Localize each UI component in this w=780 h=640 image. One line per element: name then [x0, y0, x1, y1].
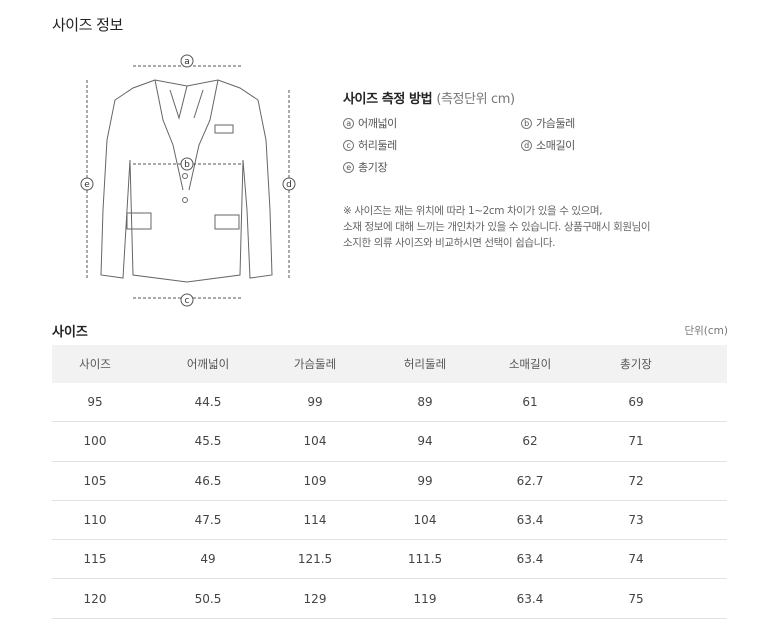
table-row: 120 50.5 129 119 63.4 75 [52, 579, 727, 619]
table-cell: 73 [628, 513, 644, 528]
table-cell: 63.4 [516, 552, 544, 567]
label-c: c [185, 296, 190, 306]
measure-heading: 사이즈 측정 방법 (측정단위 cm) [343, 92, 515, 107]
table-cell: 104 [413, 513, 437, 528]
table-row: 115 49 121.5 111.5 63.4 74 [52, 540, 727, 580]
table-row: 100 45.5 104 94 62 71 [52, 422, 727, 462]
table-cell: 69 [628, 395, 644, 410]
table-header: 사이즈 어깨넓이 가슴둘레 허리둘레 소매길이 총기장 [52, 345, 727, 383]
table-cell: 100 [83, 434, 107, 449]
table-cell: 89 [417, 395, 433, 410]
table-cell: 71 [628, 434, 644, 449]
table-cell: 63.4 [516, 513, 544, 528]
table-cell: 72 [628, 473, 644, 488]
table-cell: 46.5 [194, 473, 222, 488]
table-cell: 115 [83, 552, 107, 567]
table-row: 95 44.5 99 89 61 69 [52, 383, 727, 423]
table-cell: 110 [83, 513, 107, 528]
table-cell: 47.5 [194, 513, 222, 528]
label-b: b [184, 160, 190, 170]
table-cell: 105 [83, 473, 107, 488]
table-cell: 74 [628, 552, 644, 567]
table-cell: 99 [417, 473, 433, 488]
legend-item: d 소매길이 [521, 137, 641, 153]
table-cell: 111.5 [407, 552, 443, 567]
table-cell: 119 [413, 591, 437, 606]
table-cell: 61 [522, 395, 538, 410]
table-cell: 63.4 [516, 591, 544, 606]
label-e: e [84, 180, 90, 190]
table-cell: 94 [417, 434, 433, 449]
label-d: d [286, 180, 292, 190]
table-cell: 62.7 [516, 473, 544, 488]
size-note: ※ 사이즈는 재는 위치에 따라 1~2cm 차이가 있을 수 있으며, 소재 정… [343, 205, 651, 249]
table-row: 110 47.5 114 104 63.4 73 [52, 501, 727, 541]
table-row: 105 46.5 109 99 62.7 72 [52, 462, 727, 501]
table-cell: 121.5 [297, 552, 333, 567]
legend-item: a 어깨넓이 [343, 115, 521, 131]
table-cell: 75 [628, 591, 644, 606]
jacket-diagram: a b c d e [80, 54, 296, 307]
table-cell: 104 [303, 434, 327, 449]
table-cell: 95 [87, 395, 103, 410]
page-title: 사이즈 정보 [52, 16, 123, 34]
table-cell: 114 [303, 513, 327, 528]
table-cell: 109 [303, 473, 327, 488]
size-table: 사이즈 어깨넓이 가슴둘레 허리둘레 소매길이 총기장 95 44.5 99 89 61 69 100… [52, 345, 727, 619]
table-cell: 50.5 [194, 591, 222, 606]
legend-item: b 가슴둘레 [521, 115, 641, 131]
measure-legend: a 어깨넓이 b 가슴둘레 c 허리둘레 d 소매길이 e 총기장 [343, 115, 650, 175]
table-cell: 49 [200, 552, 216, 567]
table-title: 사이즈 [52, 325, 88, 340]
table-cell: 44.5 [194, 395, 222, 410]
table-cell: 129 [303, 591, 327, 606]
table-cell: 62 [522, 434, 538, 449]
table-cell: 120 [83, 591, 107, 606]
label-a: a [184, 57, 190, 67]
table-cell: 99 [307, 395, 323, 410]
legend-item: c 허리둘레 [343, 137, 521, 153]
table-cell: 45.5 [194, 434, 222, 449]
legend-item: e 총기장 [343, 159, 521, 175]
table-unit: 단위(cm) [684, 325, 728, 337]
